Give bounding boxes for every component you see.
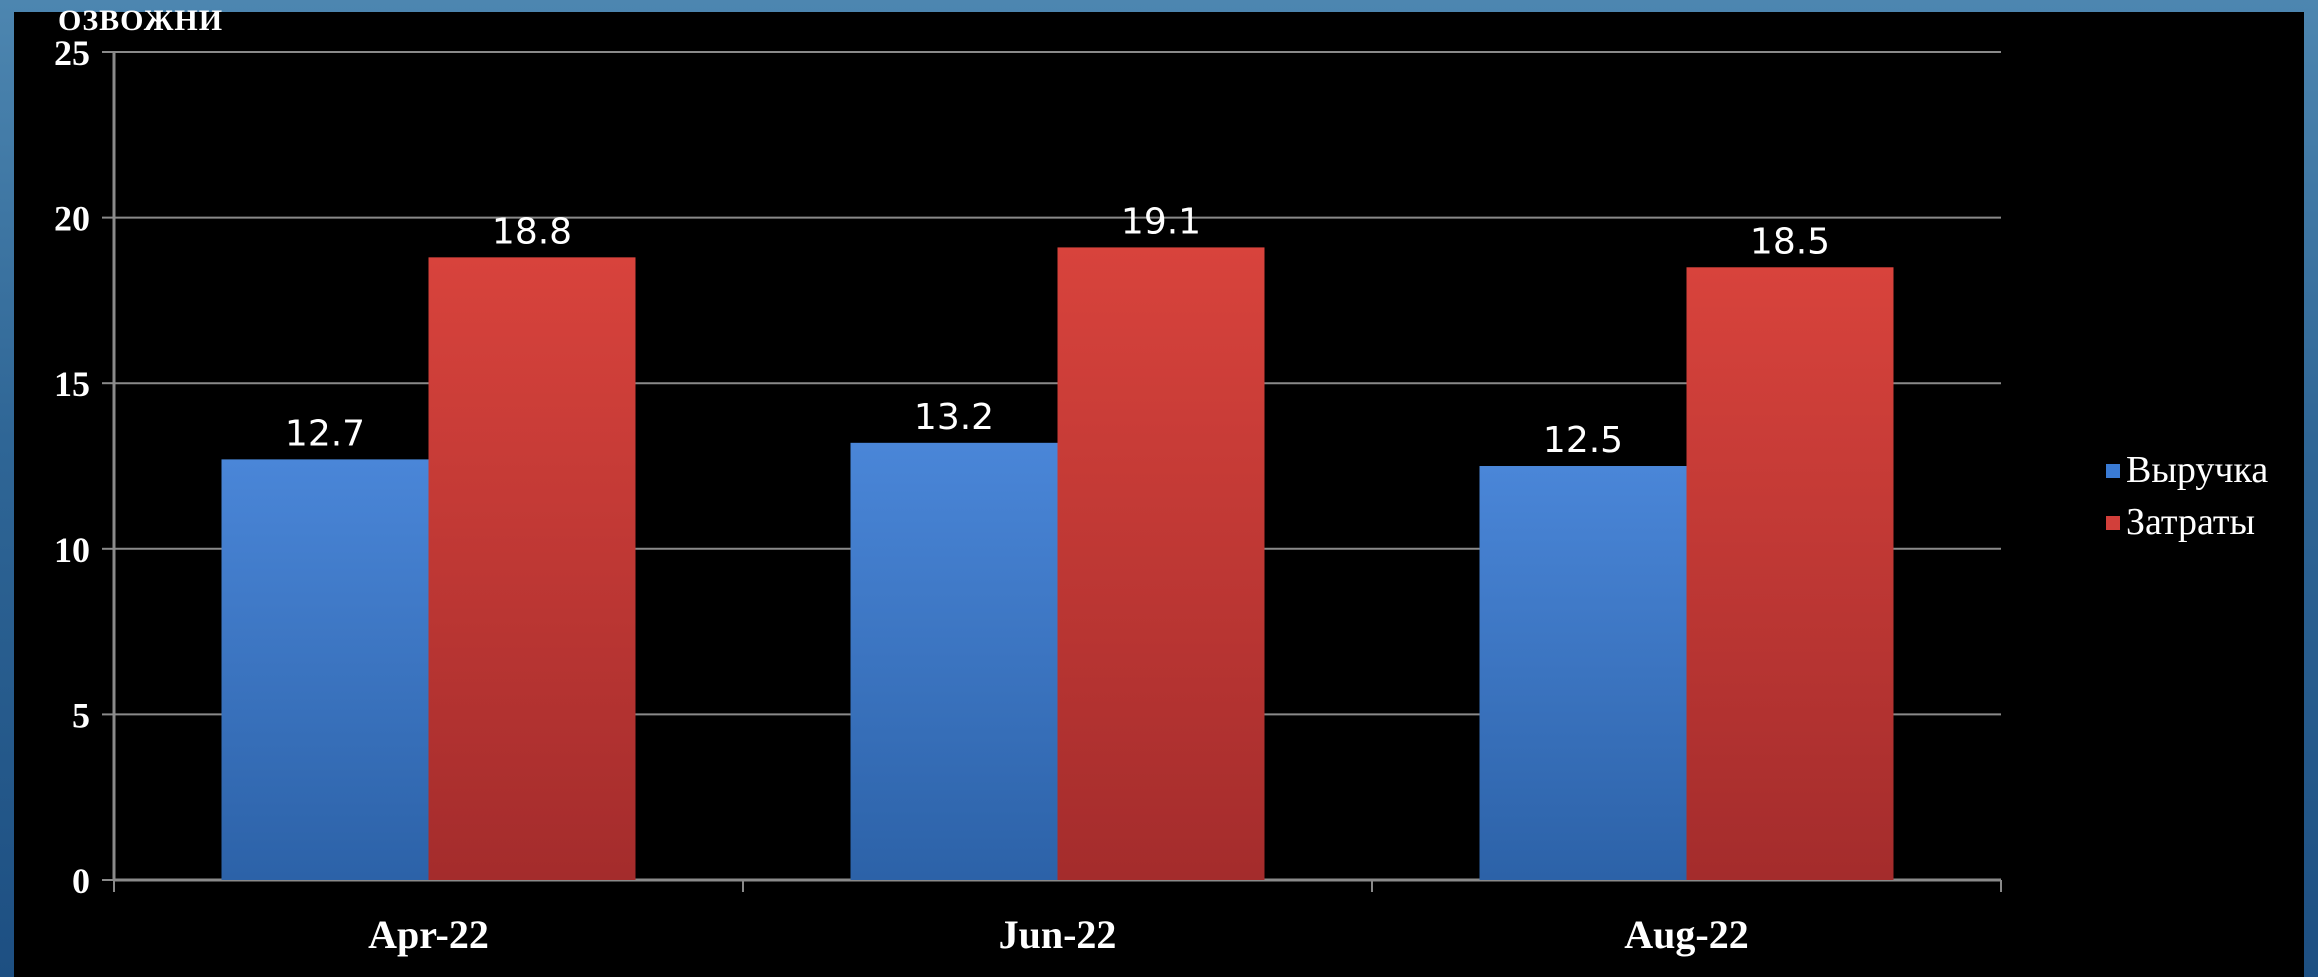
y-tick-label: 0 [72, 861, 90, 901]
legend-swatch [2106, 464, 2120, 478]
y-tick-label: 15 [54, 364, 90, 404]
bar-series1-jun-22 [850, 442, 1058, 880]
bar-chart: 0 5 10 15 20 25 12.7 18.8 13.2 19.1 12.5 18.5 Apr-… [54, 33, 2268, 957]
y-tick-label: 10 [54, 530, 90, 570]
bar-series2-apr-22 [428, 257, 636, 880]
bar-series2-aug-22 [1686, 267, 1894, 880]
legend-swatch [2106, 516, 2120, 530]
x-tick-label: Aug-22 [1624, 912, 1748, 957]
y-tick-label: 5 [72, 695, 90, 735]
x-tick-label: Jun-22 [999, 912, 1117, 957]
bars [221, 247, 1894, 880]
x-axis-tick-labels: Apr-22 Jun-22 Aug-22 [368, 912, 1749, 957]
x-tick-label: Apr-22 [368, 912, 489, 957]
data-labels: 12.7 18.8 13.2 19.1 12.5 18.5 [285, 201, 1830, 461]
y-axis-tick-labels: 0 5 10 15 20 25 [54, 33, 90, 901]
legend-label: Затраты [2126, 501, 2255, 543]
bar-series1-aug-22 [1479, 466, 1687, 880]
cropped-heading-text: ОЗВОЖНИ [58, 4, 224, 37]
chart-panel: ОЗВОЖНИ 0 5 10 15 20 25 12.7 18.8 13.2 19.1 12.5 1… [14, 4, 2304, 977]
legend: Выручка Затраты [2106, 449, 2268, 543]
bar-series2-jun-22 [1057, 247, 1265, 880]
data-label: 12.5 [1543, 420, 1623, 461]
legend-label: Выручка [2126, 449, 2268, 491]
y-tick-label: 25 [54, 33, 90, 73]
bar-series1-apr-22 [221, 459, 429, 880]
data-label: 19.1 [1121, 201, 1201, 242]
y-tick-label: 20 [54, 199, 90, 239]
data-label: 12.7 [285, 413, 365, 454]
data-label: 13.2 [914, 397, 994, 438]
data-label: 18.5 [1750, 221, 1830, 262]
data-label: 18.8 [492, 211, 572, 252]
